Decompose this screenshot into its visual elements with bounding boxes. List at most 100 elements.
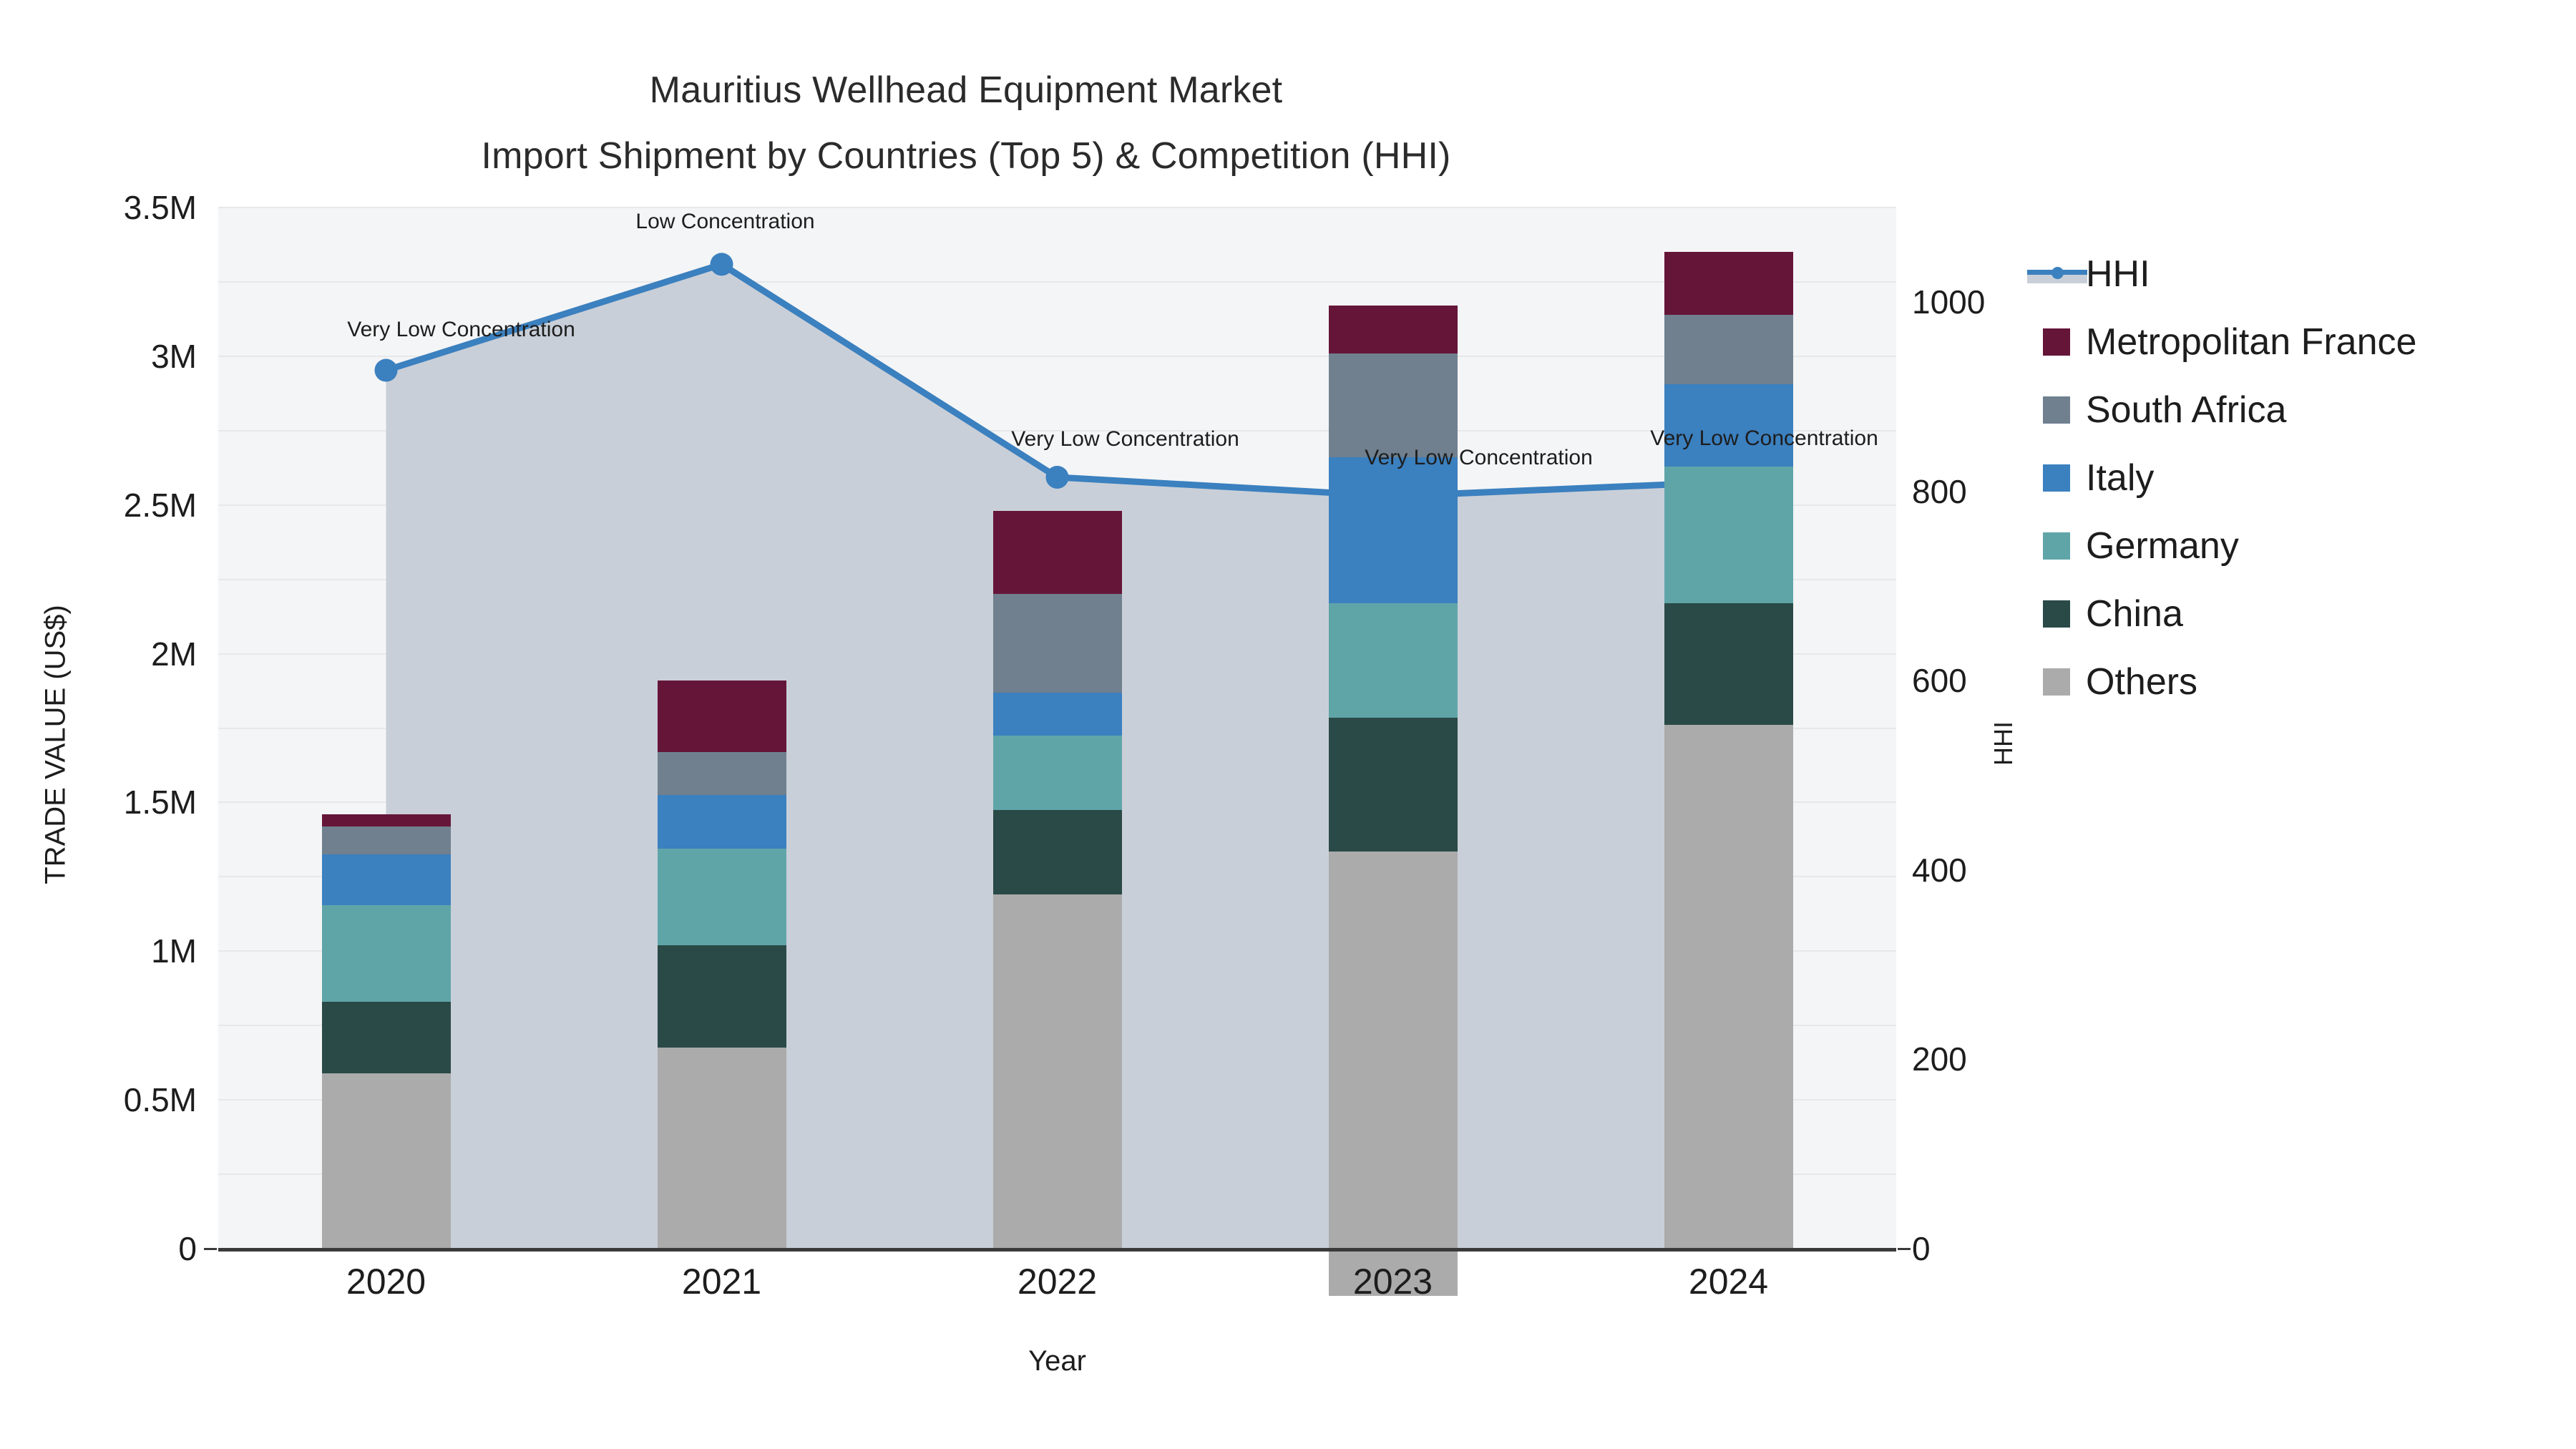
x-axis-tick-2024: 2024: [1688, 1262, 1769, 1302]
gridline: [218, 280, 1896, 283]
bar-segment-metropolitan-france[interactable]: [1664, 252, 1793, 315]
x-axis-tick-2022: 2022: [1017, 1262, 1098, 1302]
bar-segment-others[interactable]: [1664, 725, 1793, 1249]
legend-label: China: [2086, 592, 2183, 635]
y-axis-right-tickmark: [1898, 1248, 1911, 1250]
bar-2020[interactable]: [321, 814, 451, 1249]
hhi-annotation: Very Low Concentration: [347, 317, 575, 341]
legend: HHI Metropolitan France South Africa Italy G…: [2027, 240, 2416, 716]
hhi-annotation: Very Low Concentration: [1650, 426, 1878, 450]
legend-label: Metropolitan France: [2086, 321, 2417, 363]
bar-segment-others[interactable]: [657, 1048, 786, 1249]
legend-swatch: [2043, 532, 2070, 560]
bar-segment-others[interactable]: [1328, 851, 1458, 1297]
legend-swatch: [2043, 328, 2070, 356]
plot-area: Very Low Concentration Low Concentration V…: [218, 207, 1896, 1297]
y-axis-left-tick: 3.5M: [123, 189, 197, 226]
gridline: [218, 207, 1896, 208]
hhi-marker-icon: [2051, 266, 2064, 279]
legend-swatch: [2043, 464, 2070, 492]
legend-label: Italy: [2086, 457, 2155, 499]
y-axis-left-tick: 0.5M: [123, 1081, 197, 1119]
bar-segment-italy[interactable]: [657, 795, 786, 849]
title-line-1: Mauritius Wellhead Equipment Market: [649, 69, 1283, 111]
hhi-annotation: Low Concentration: [635, 210, 815, 234]
legend-item-germany[interactable]: Germany: [2043, 512, 2416, 580]
bar-segment-others[interactable]: [321, 1073, 451, 1249]
bar-segment-south-africa[interactable]: [657, 751, 786, 796]
hhi-annotation: Very Low Concentration: [1365, 446, 1593, 470]
bar-segment-germany[interactable]: [1664, 466, 1793, 603]
legend-item-china[interactable]: China: [2043, 580, 2416, 648]
bar-segment-others[interactable]: [992, 894, 1122, 1249]
bar-segment-china[interactable]: [1664, 602, 1793, 726]
bar-segment-metropolitan-france[interactable]: [657, 680, 786, 752]
bar-segment-germany[interactable]: [1328, 602, 1458, 718]
bar-segment-italy[interactable]: [1664, 384, 1793, 467]
legend-item-metropolitan-france[interactable]: Metropolitan France: [2043, 308, 2416, 376]
x-axis-tick-2023: 2023: [1352, 1262, 1433, 1302]
bar-2024[interactable]: [1664, 252, 1793, 1249]
y-axis-left-label: TRADE VALUE (US$): [39, 605, 72, 884]
x-axis-tick-2021: 2021: [681, 1262, 762, 1302]
bar-segment-germany[interactable]: [657, 848, 786, 945]
y-axis-left-tick: 0: [178, 1230, 197, 1267]
y-axis-right-tick: 1000: [1912, 283, 1986, 321]
legend-swatch: [2043, 600, 2070, 628]
hhi-marker[interactable]: [374, 358, 398, 382]
legend-swatch: [2043, 668, 2070, 696]
hhi-marker[interactable]: [710, 253, 733, 276]
bar-segment-china[interactable]: [992, 809, 1122, 895]
bar-segment-germany[interactable]: [321, 904, 451, 1002]
bar-segment-metropolitan-france[interactable]: [1328, 306, 1458, 353]
bar-segment-south-africa[interactable]: [1664, 314, 1793, 385]
legend-item-italy[interactable]: Italy: [2043, 444, 2416, 512]
bar-segment-italy[interactable]: [1328, 457, 1458, 603]
y-axis-left-tickmark: [204, 1248, 217, 1250]
y-axis-left-tick: 2M: [151, 635, 197, 673]
bar-segment-metropolitan-france[interactable]: [992, 511, 1122, 595]
bar-2022[interactable]: [992, 511, 1122, 1249]
legend-item-south-africa[interactable]: South Africa: [2043, 376, 2416, 444]
y-axis-right-tick: 600: [1912, 662, 1967, 700]
hhi-line-icon: [2027, 260, 2087, 288]
bar-segment-south-africa[interactable]: [992, 594, 1122, 693]
y-axis-right-label: HHI: [1989, 721, 2018, 766]
legend-label: Others: [2086, 660, 2198, 703]
x-axis-line: [218, 1248, 1896, 1252]
bar-segment-italy[interactable]: [321, 854, 451, 905]
bar-2021[interactable]: [657, 680, 786, 1249]
bar-segment-china[interactable]: [657, 945, 786, 1048]
hhi-marker[interactable]: [1045, 465, 1069, 489]
y-axis-left-tick: 1.5M: [123, 784, 197, 821]
bar-segment-china[interactable]: [321, 1001, 451, 1073]
gridline: [218, 355, 1896, 357]
bar-segment-italy[interactable]: [992, 692, 1122, 736]
bar-segment-south-africa[interactable]: [1328, 353, 1458, 458]
y-axis-right-tick: 800: [1912, 472, 1967, 510]
gridline: [218, 429, 1896, 431]
bar-2023[interactable]: [1328, 306, 1458, 1297]
y-axis-right-tick: 400: [1912, 851, 1967, 889]
bar-segment-south-africa[interactable]: [321, 826, 451, 855]
legend-swatch: [2043, 396, 2070, 424]
y-axis-left-tick: 2.5M: [123, 486, 197, 524]
x-axis-tick-2020: 2020: [346, 1262, 426, 1302]
legend-label: HHI: [2086, 253, 2150, 295]
hhi-annotation: Very Low Concentration: [1011, 426, 1239, 451]
chart-title: Mauritius Wellhead Equipment Market Impo…: [0, 57, 1932, 189]
x-axis-label: Year: [1028, 1345, 1086, 1377]
legend-item-others[interactable]: Others: [2043, 648, 2416, 716]
bar-segment-china[interactable]: [1328, 717, 1458, 852]
legend-label: South Africa: [2086, 389, 2287, 431]
y-axis-left-tick: 1M: [151, 932, 197, 970]
bar-segment-germany[interactable]: [992, 735, 1122, 810]
y-axis-right-tick: 200: [1912, 1040, 1967, 1078]
title-line-2: Import Shipment by Countries (Top 5) & C…: [481, 135, 1451, 177]
y-axis-right-tick: 0: [1912, 1230, 1931, 1267]
legend-item-hhi[interactable]: HHI: [2027, 240, 2416, 308]
legend-label: Germany: [2086, 525, 2239, 567]
bar-segment-metropolitan-france[interactable]: [321, 814, 451, 826]
y-axis-left-tick: 3M: [151, 337, 197, 375]
